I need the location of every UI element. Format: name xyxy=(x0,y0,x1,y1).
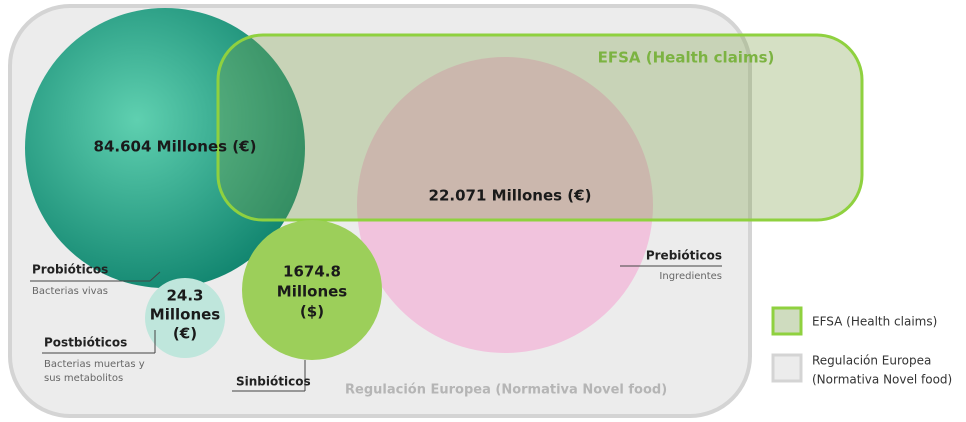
node-desc: Ingredientes xyxy=(659,271,722,282)
node-desc: Bacterias vivas xyxy=(32,286,108,297)
value: 1674.8 xyxy=(283,263,341,281)
legend-label: (Normativa Novel food) xyxy=(812,373,952,387)
legend-label: EFSA (Health claims) xyxy=(812,315,937,329)
efsa-label: EFSA (Health claims) xyxy=(598,49,775,67)
value: 22.071 Millones (€) xyxy=(429,187,592,205)
value: 84.604 Millones (€) xyxy=(94,138,257,156)
value: ($) xyxy=(300,303,324,321)
value: 24.3 xyxy=(166,287,203,305)
legend-swatch xyxy=(773,355,801,381)
diagram: EFSA (Health claims) 84.604 Millones (€)… xyxy=(0,0,966,422)
legend-label: Regulación Europea xyxy=(812,354,931,368)
value: (€) xyxy=(173,325,197,343)
node-name: Probióticos xyxy=(32,263,108,277)
value: Millones xyxy=(150,306,221,324)
value: Millones xyxy=(277,283,348,301)
regulacion-label: Regulación Europea (Normativa Novel food… xyxy=(345,383,667,398)
node-name: Postbióticos xyxy=(44,336,127,350)
node-name: Prebióticos xyxy=(646,249,722,263)
legend-swatch xyxy=(773,308,801,334)
node-desc: sus metabolitos xyxy=(44,373,123,384)
node-desc: Bacterias muertas y xyxy=(44,359,145,370)
node-name: Sinbióticos xyxy=(236,375,311,389)
